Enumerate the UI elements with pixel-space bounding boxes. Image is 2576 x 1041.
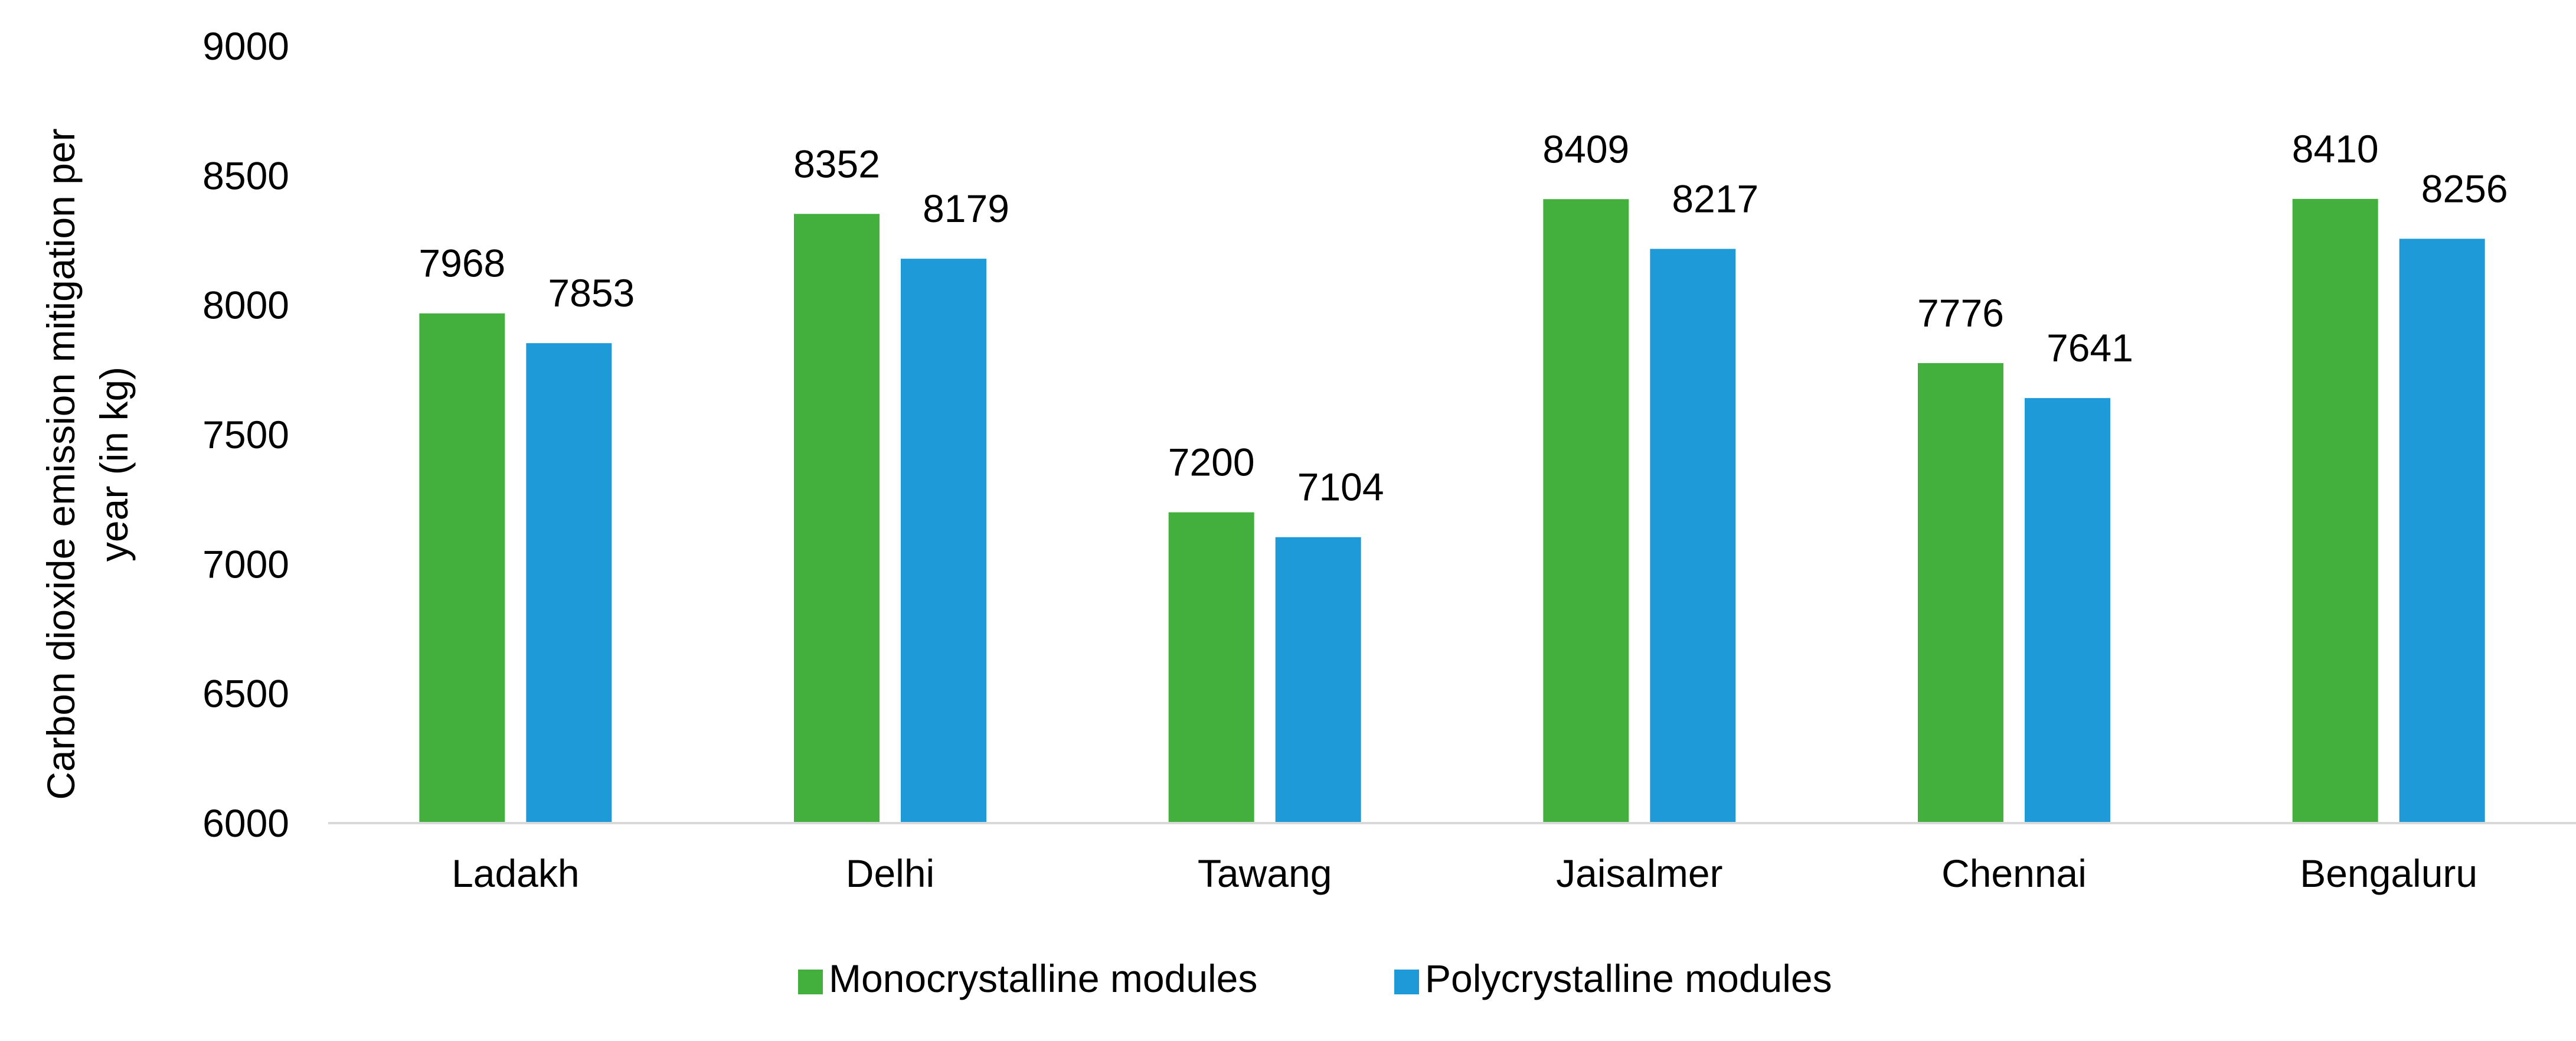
- data-label: 8179: [923, 187, 1009, 230]
- bar-polycrystalline-tawang: [1275, 537, 1361, 823]
- data-label: 7200: [1168, 440, 1255, 484]
- data-label: 8217: [1672, 177, 1758, 220]
- legend-swatch: [798, 970, 823, 994]
- legend-label: Polycrystalline modules: [1425, 957, 1832, 1000]
- bar-polycrystalline-bengaluru: [2399, 239, 2485, 823]
- x-tick-label-delhi: Delhi: [846, 851, 934, 895]
- data-label: 8410: [2292, 127, 2379, 171]
- data-label: 7104: [1297, 465, 1384, 509]
- y-tick-label: 7000: [202, 542, 289, 586]
- data-labels: 7968 7853 8352 8179 7200 7104 8409 8217 7776 7641…: [419, 127, 2508, 509]
- y-axis-title-line: Carbon dioxide emission mitigation per: [39, 128, 83, 799]
- y-tick-label: 6000: [202, 801, 289, 845]
- bar-monocrystalline-jaisalmer: [1543, 199, 1629, 824]
- y-tick-label: 9000: [202, 24, 289, 68]
- bar-polycrystalline-jaisalmer: [1650, 249, 1736, 823]
- data-label: 7776: [1917, 291, 2004, 335]
- bar-monocrystalline-bengaluru: [2292, 198, 2378, 823]
- y-axis-title: Carbon dioxide emission mitigation per ye…: [39, 128, 136, 799]
- x-tick-label-tawang: Tawang: [1198, 851, 1332, 895]
- data-label: 8256: [2421, 167, 2508, 210]
- x-tick-label-chennai: Chennai: [1941, 851, 2087, 895]
- bar-monocrystalline-tawang: [1168, 512, 1254, 823]
- bar-monocrystalline-chennai: [1918, 363, 2003, 823]
- y-tick-label: 8500: [202, 154, 289, 197]
- y-tick-label: 7500: [202, 413, 289, 456]
- y-tick-label: 8000: [202, 283, 289, 327]
- y-tick-label: 6500: [202, 672, 289, 716]
- data-label: 8409: [1542, 127, 1629, 171]
- bar-polycrystalline-ladakh: [526, 343, 612, 823]
- legend-swatch: [1394, 970, 1419, 994]
- bars: [419, 198, 2485, 824]
- y-axis-title-line: year (in kg): [92, 367, 136, 562]
- bar-polycrystalline-delhi: [901, 259, 986, 823]
- y-axis-ticks: 6000 6500 7000 7500 8000 8500 9000: [202, 24, 289, 845]
- legend-label: Monocrystalline modules: [829, 957, 1257, 1000]
- bar-monocrystalline-delhi: [794, 214, 880, 824]
- legend: Monocrystalline modules Polycrystalline m…: [798, 957, 1832, 1000]
- bar-polycrystalline-chennai: [2025, 398, 2110, 823]
- x-axis-ticks: Ladakh Delhi Tawang Jaisalmer Chennai Bengalu…: [452, 851, 2477, 895]
- x-tick-label-bengaluru: Bengaluru: [2300, 851, 2477, 895]
- data-label: 7968: [419, 242, 505, 285]
- x-tick-label-jaisalmer: Jaisalmer: [1556, 851, 1722, 895]
- data-label: 7641: [2047, 326, 2133, 370]
- data-label: 7853: [548, 271, 635, 315]
- bar-monocrystalline-ladakh: [419, 313, 505, 823]
- data-label: 8352: [793, 142, 880, 185]
- x-tick-label-ladakh: Ladakh: [452, 851, 580, 895]
